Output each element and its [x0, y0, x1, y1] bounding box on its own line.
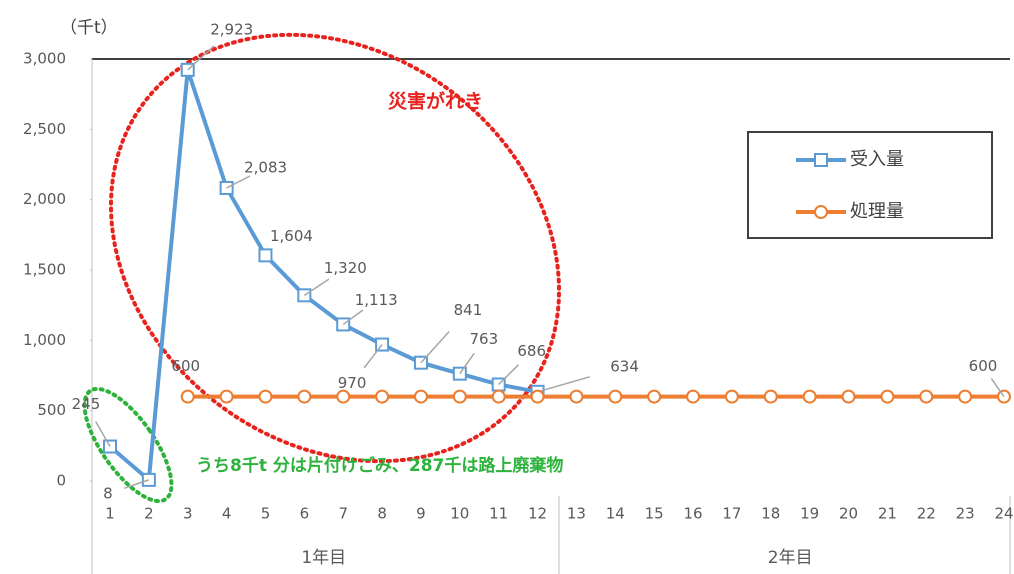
x-tick-label: 16 [683, 505, 702, 523]
leader-line [363, 344, 383, 369]
highlight-ellipse [82, 386, 174, 504]
data-label: 2,083 [244, 158, 287, 176]
marker [958, 389, 973, 404]
marker [647, 389, 662, 404]
x-tick-label: 2 [144, 505, 154, 523]
unit-label: （千t） [60, 18, 118, 38]
x-tick-label: 18 [761, 505, 780, 523]
x-tick-label: 11 [489, 505, 508, 523]
leader-line [459, 352, 475, 375]
data-label: 841 [454, 301, 483, 319]
x-tick-label: 13 [567, 505, 586, 523]
legend-marker [814, 205, 828, 219]
data-label: 600 [171, 357, 200, 375]
marker [686, 389, 701, 404]
data-label: 245 [72, 395, 101, 413]
leader-line [303, 278, 330, 296]
marker [724, 389, 739, 404]
marker [802, 389, 817, 404]
marker [219, 389, 234, 404]
x-tick-label: 14 [606, 505, 625, 523]
legend-box [747, 131, 993, 239]
marker [180, 389, 195, 404]
marker [258, 248, 273, 263]
annotation: 災害がれき [388, 90, 483, 113]
legend-label: 受入量 [850, 149, 904, 170]
y-tick-label: 3,000 [23, 50, 66, 68]
data-label: 970 [338, 374, 367, 392]
leader-line [124, 479, 150, 489]
marker [452, 389, 467, 404]
group-label: 2年目 [768, 548, 813, 568]
data-label: 763 [470, 330, 499, 348]
marker [569, 389, 584, 404]
x-tick-label: 4 [222, 505, 232, 523]
x-tick-label: 17 [722, 505, 741, 523]
leader-line [498, 364, 520, 386]
data-label: 634 [610, 357, 639, 375]
data-label: 2,923 [210, 20, 253, 38]
x-tick-label: 19 [800, 505, 819, 523]
y-tick-label: 2,000 [23, 190, 66, 208]
x-tick-label: 1 [105, 505, 115, 523]
x-tick-label: 5 [261, 505, 271, 523]
annotation: うち8千t 分は片付けごみ、287千は路上廃棄物 [196, 455, 563, 476]
legend-label: 処理量 [850, 201, 904, 222]
leader-line [94, 420, 111, 447]
marker [841, 389, 856, 404]
marker [530, 389, 545, 404]
leader-line [187, 45, 215, 71]
data-label: 600 [969, 357, 998, 375]
data-label: 1,113 [355, 291, 398, 309]
marker [608, 389, 623, 404]
group-label: 1年目 [301, 548, 346, 568]
y-tick-label: 1,500 [23, 261, 66, 279]
marker [763, 389, 778, 404]
marker [880, 389, 895, 404]
marker [375, 389, 390, 404]
leader-line [420, 330, 450, 364]
x-tick-label: 22 [917, 505, 936, 523]
y-tick-label: 1,000 [23, 331, 66, 349]
marker [297, 389, 312, 404]
leader-line [226, 175, 251, 189]
y-tick-label: 2,500 [23, 120, 66, 138]
y-tick-label: 0 [56, 472, 66, 490]
x-tick-label: 7 [338, 505, 348, 523]
marker [336, 389, 351, 404]
x-tick-label: 12 [528, 505, 547, 523]
x-tick-label: 10 [450, 505, 469, 523]
x-tick-label: 6 [300, 505, 310, 523]
legend-marker [814, 153, 828, 167]
y-tick-label: 500 [37, 401, 66, 419]
x-tick-label: 24 [994, 505, 1013, 523]
leader-line [990, 378, 1005, 398]
x-tick-label: 8 [377, 505, 387, 523]
x-tick-label: 20 [839, 505, 858, 523]
x-tick-label: 9 [416, 505, 426, 523]
marker [491, 389, 506, 404]
data-label: 686 [517, 342, 546, 360]
marker [413, 389, 428, 404]
x-tick-label: 23 [956, 505, 975, 523]
leader-line [342, 309, 364, 326]
data-label: 1,320 [324, 259, 367, 277]
marker [919, 389, 934, 404]
data-label: 8 [103, 484, 113, 502]
marker [258, 389, 273, 404]
x-tick-label: 15 [645, 505, 664, 523]
data-label: 1,604 [270, 227, 313, 245]
x-tick-label: 21 [878, 505, 897, 523]
leader-line [537, 376, 590, 393]
x-tick-label: 3 [183, 505, 193, 523]
